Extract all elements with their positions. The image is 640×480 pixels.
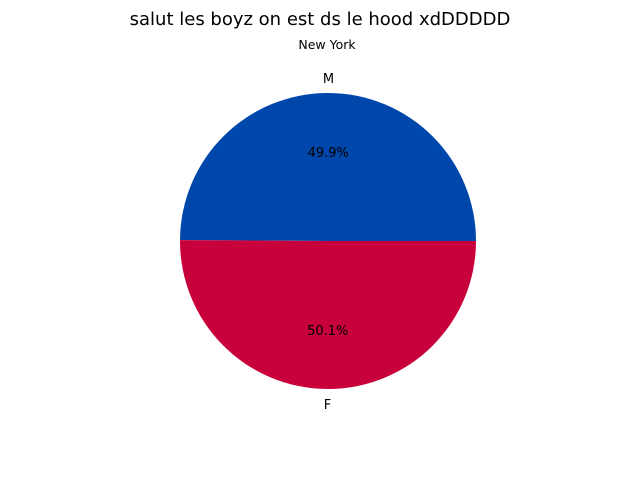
chart-subtitle: New York bbox=[298, 37, 356, 52]
slice-label-f: F bbox=[324, 398, 331, 413]
slice-label-m: M bbox=[323, 72, 334, 87]
pie-slice-f bbox=[180, 240, 477, 389]
pie-plot-area: M 49.9% F 50.1% bbox=[180, 72, 477, 413]
percent-label-f: 50.1% bbox=[307, 324, 348, 339]
pie-slice-m bbox=[180, 92, 477, 242]
chart-title: salut les boyz on est ds le hood xdDDDDD bbox=[130, 9, 511, 30]
percent-label-m: 49.9% bbox=[308, 146, 349, 161]
